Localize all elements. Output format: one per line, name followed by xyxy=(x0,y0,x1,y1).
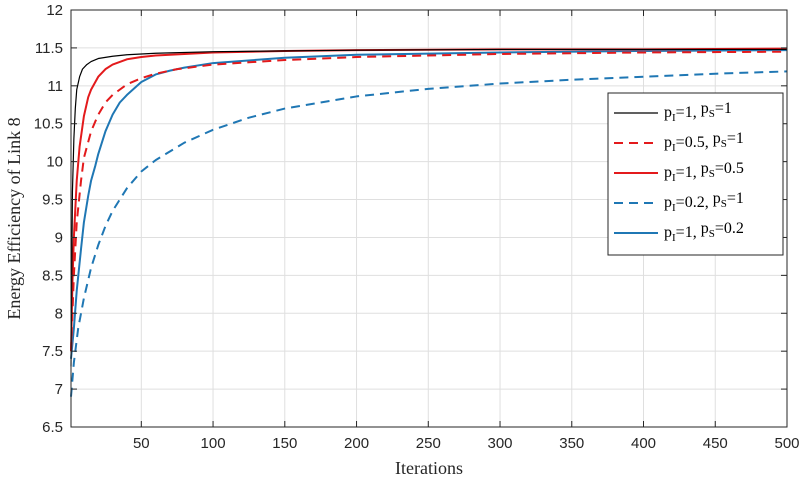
legend-text-part: p xyxy=(664,224,672,241)
x-tick-label: 200 xyxy=(344,435,369,452)
legend-text-part: p xyxy=(713,190,721,207)
legend-text-part: =0.5 xyxy=(715,160,744,177)
x-tick-label: 300 xyxy=(488,435,513,452)
legend-text-part: =1 xyxy=(715,100,732,117)
legend-text-part: p xyxy=(713,130,721,147)
ticks: 50 100 150 200 250 300 350 400 450 500 6.5 7 7.5 8 8.5… xyxy=(34,2,800,452)
legend: pI=1, pS=1pI=0.5, pS=1pI=1, pS=0.5pI=0.2… xyxy=(607,92,784,256)
legend-subscript: I xyxy=(672,142,676,154)
legend-text-part: p xyxy=(664,164,672,181)
legend-text-part: p xyxy=(664,194,672,211)
legend-label-2: pI=0.5, pS=1 xyxy=(664,130,744,154)
legend-subscript: S xyxy=(721,198,727,210)
x-axis-title: Iterations xyxy=(395,458,463,478)
series-line-1 xyxy=(70,48,787,367)
series-layer xyxy=(70,47,788,397)
legend-text-part: =1, xyxy=(676,224,701,241)
legend-text-part: =1 xyxy=(727,190,744,207)
legend-subscript: I xyxy=(672,112,676,124)
x-tick-label: 350 xyxy=(559,435,584,452)
y-tick-label: 9.5 xyxy=(42,192,63,209)
legend-text-part: =1, xyxy=(676,104,701,121)
plot-frame xyxy=(70,9,788,428)
series-line-2 xyxy=(70,50,788,352)
x-tick-label: 450 xyxy=(703,435,728,452)
y-tick-label: 10.5 xyxy=(34,116,63,133)
x-tick-label: 150 xyxy=(272,435,297,452)
legend-subscript: I xyxy=(672,172,676,184)
x-tick-label: 400 xyxy=(631,435,656,452)
legend-text-part: p xyxy=(701,220,709,237)
series-line-5 xyxy=(70,49,788,359)
legend-subscript: I xyxy=(672,202,676,214)
legend-subscript: I xyxy=(672,232,676,244)
y-tick-label: 11.5 xyxy=(35,40,63,57)
x-tick-label: 250 xyxy=(416,435,441,452)
legend-subscript: S xyxy=(709,108,715,120)
legend-text-part: p xyxy=(701,100,709,117)
y-tick-label: 6.5 xyxy=(42,419,63,436)
legend-subscript: S xyxy=(709,228,715,240)
legend-text-part: =0.5, xyxy=(676,134,713,151)
legend-label-1: pI=1, pS=1 xyxy=(664,100,732,124)
y-tick-label: 11 xyxy=(47,78,63,95)
y-tick-label: 12 xyxy=(46,2,63,19)
y-tick-label: 7 xyxy=(55,381,63,398)
legend-text-part: p xyxy=(664,134,672,151)
legend-text-part: p xyxy=(701,160,709,177)
legend-text-part: =0.2, xyxy=(676,194,713,211)
y-tick-label: 8 xyxy=(55,305,63,322)
legend-text-part: =1, xyxy=(676,164,701,181)
y-tick-label: 7.5 xyxy=(42,343,63,360)
x-tick-label: 500 xyxy=(774,435,799,452)
x-tick-label: 50 xyxy=(133,435,150,452)
y-tick-label: 10 xyxy=(46,154,63,171)
legend-text-part: =0.2 xyxy=(715,220,744,237)
legend-label-5: pI=1, pS=0.2 xyxy=(664,220,744,244)
y-tick-label: 9 xyxy=(55,229,63,246)
series-line-4 xyxy=(70,70,788,397)
x-tick-label: 100 xyxy=(201,435,226,452)
y-axis-title: Energy Efficiency of Link 8 xyxy=(4,117,24,319)
legend-label-3: pI=1, pS=0.5 xyxy=(664,160,744,184)
legend-subscript: S xyxy=(709,168,715,180)
y-tick-label: 8.5 xyxy=(42,267,63,284)
legend-subscript: S xyxy=(721,138,727,150)
legend-text-part: p xyxy=(664,104,672,121)
legend-text-part: =1 xyxy=(727,130,744,147)
legend-label-4: pI=0.2, pS=1 xyxy=(664,190,744,214)
